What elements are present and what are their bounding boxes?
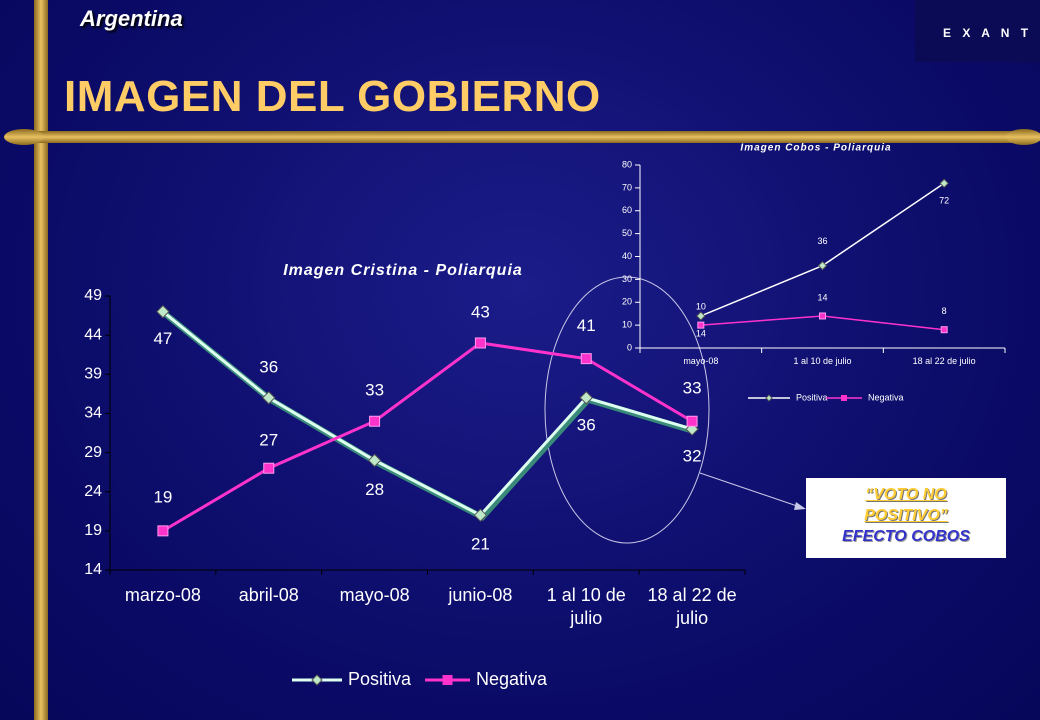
callout-arrow — [699, 472, 801, 508]
y-tick-label: 19 — [84, 522, 102, 539]
gold-knob — [1006, 129, 1040, 145]
legend-label: Positiva — [796, 392, 828, 402]
gold-bar — [34, 0, 48, 720]
x-tick-label: 1 al 10 de julio — [793, 356, 852, 366]
y-tick-label: 80 — [622, 159, 632, 169]
y-tick-label: 24 — [84, 483, 102, 500]
marker — [579, 391, 593, 405]
data-label: 36 — [577, 415, 596, 434]
marker — [369, 415, 381, 427]
marker — [580, 353, 592, 365]
x-tick-label: 1 al 10 de julio — [546, 585, 626, 629]
marker — [939, 178, 949, 189]
logo: E X A N T E — [915, 0, 1040, 62]
y-tick-label: 70 — [622, 182, 632, 192]
country: Argentina — [80, 6, 183, 31]
logo-text: E X A N T E — [943, 26, 1040, 40]
x-tick-label: 18 al 22 de julio — [647, 585, 737, 629]
y-tick-label: 60 — [622, 205, 632, 215]
legend-label: Negativa — [476, 669, 548, 689]
highlight-ellipse — [544, 276, 710, 544]
marker — [262, 391, 276, 405]
legend-marker — [841, 395, 847, 401]
data-label: 8 — [942, 306, 947, 316]
series-line — [162, 341, 693, 533]
data-label: 28 — [365, 480, 384, 499]
callout-text: EFECTO COBOS — [842, 528, 970, 545]
legend-marker — [311, 674, 323, 686]
x-tick-label: mayo-08 — [339, 585, 410, 605]
data-label: 14 — [817, 292, 827, 302]
line-shadow — [163, 311, 695, 521]
x-tick-label: marzo-08 — [124, 585, 201, 605]
x-tick-label: junio-08 — [448, 585, 513, 605]
marker — [696, 311, 706, 321]
callout-text: “VOTO NO POSITIVO” — [864, 486, 948, 524]
x-tick-label: mayo-08 — [683, 356, 719, 366]
slide-title: IMAGEN DEL GOBIERNO — [64, 72, 601, 121]
legend-label: Positiva — [348, 669, 412, 689]
marker — [473, 508, 488, 522]
y-tick-label: 40 — [622, 251, 632, 261]
marker — [940, 326, 948, 334]
y-tick-label: 0 — [627, 342, 632, 352]
chart-title: Imagen Cristina - Poliarquia — [283, 262, 523, 279]
data-label: 32 — [683, 447, 702, 466]
data-label: 41 — [577, 316, 596, 335]
y-tick-label: 10 — [622, 320, 632, 330]
y-tick-label: 30 — [622, 274, 632, 284]
callout: “VOTO NO POSITIVO” EFECTO COBOS — [806, 478, 1006, 558]
chart-title: Imagen Cobos - Poliarquia — [740, 143, 891, 154]
data-label: 27 — [259, 431, 278, 450]
data-label: 47 — [153, 329, 172, 348]
data-label: 19 — [153, 487, 172, 506]
marker — [157, 525, 169, 537]
y-tick-label: 34 — [84, 405, 102, 422]
y-tick-label: 39 — [84, 366, 102, 383]
data-label: 72 — [939, 196, 949, 206]
marker — [686, 415, 698, 427]
marker — [367, 453, 382, 468]
marker — [156, 304, 170, 319]
marker — [697, 321, 705, 329]
callout-arrowhead — [794, 502, 806, 510]
data-label: 33 — [365, 381, 384, 400]
data-label: 36 — [259, 357, 278, 376]
y-tick-label: 14 — [84, 561, 102, 578]
y-tick-label: 49 — [84, 287, 102, 304]
y-tick-label: 50 — [622, 228, 632, 238]
y-tick-label: 20 — [622, 297, 632, 307]
data-label: 21 — [471, 535, 490, 554]
y-tick-label: 44 — [84, 326, 102, 343]
data-label: 36 — [817, 236, 827, 246]
y-tick-label: 29 — [84, 444, 102, 461]
data-label: 10 — [696, 302, 706, 312]
gold-bar — [20, 131, 1030, 143]
marker — [819, 312, 826, 320]
data-label: 14 — [696, 328, 706, 338]
x-tick-label: 18 al 22 de julio — [912, 356, 976, 366]
legend-marker — [765, 394, 773, 402]
marker — [474, 337, 486, 349]
legend-marker — [442, 675, 453, 685]
marker — [817, 260, 828, 271]
data-label: 43 — [471, 302, 490, 321]
legend-label: Negativa — [868, 392, 904, 402]
marker — [263, 462, 275, 474]
gold-knob — [4, 129, 44, 145]
series-line — [161, 310, 693, 518]
data-label: 33 — [683, 379, 702, 398]
x-tick-label: abril-08 — [238, 585, 299, 605]
